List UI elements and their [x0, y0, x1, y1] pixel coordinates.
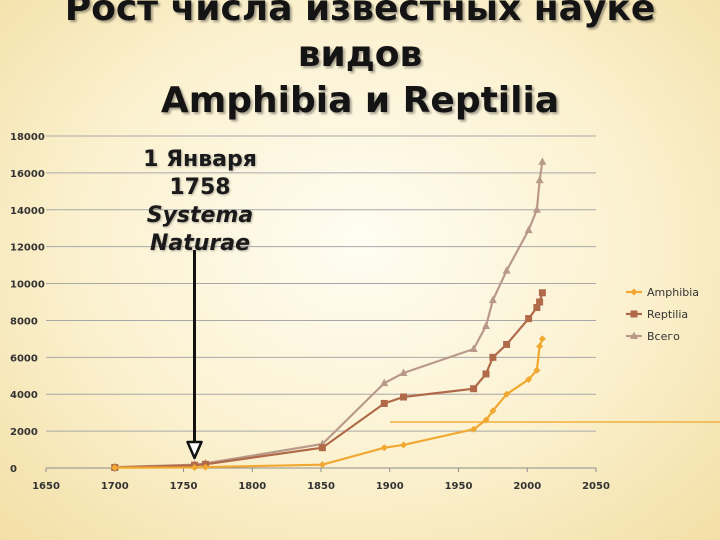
- chart-legend: Amphibia Reptilia Всего: [626, 286, 699, 343]
- title-line-2: видов: [297, 34, 423, 75]
- y-tick-label: 18000: [10, 132, 45, 143]
- data-point: [525, 315, 533, 323]
- data-point: [538, 335, 546, 343]
- series-line: [114, 292, 544, 469]
- x-tick-label: 1900: [376, 481, 404, 492]
- linnaeus-annotation: 1 Января 1758 Systema Naturae: [118, 146, 282, 258]
- data-point: [524, 225, 533, 234]
- data-point: [380, 378, 389, 387]
- data-point: [482, 416, 490, 424]
- data-point: [482, 321, 490, 329]
- x-axis-ticks: 1650 1700 1750 1800 1850 1900 1950 2000 2050: [32, 468, 610, 492]
- x-tick-label: 2050: [582, 481, 610, 492]
- legend-item: Amphibia: [626, 286, 699, 299]
- y-tick-label: 16000: [10, 169, 45, 180]
- data-point: [488, 295, 497, 304]
- legend-label: Amphibia: [647, 286, 699, 299]
- annotation-arrow: [186, 250, 203, 460]
- chart-series: [110, 157, 547, 472]
- data-point: [380, 399, 388, 407]
- data-point: [489, 353, 497, 361]
- y-axis-ticks: 0 2000 4000 6000 8000 10000 12000 14000 16000 180…: [10, 132, 45, 475]
- data-point: [380, 444, 388, 452]
- data-point: [489, 407, 497, 415]
- data-point: [400, 441, 407, 449]
- data-point: [318, 444, 326, 452]
- data-point: [191, 463, 198, 471]
- data-point: [525, 375, 533, 383]
- title-line-1: Рост числа известных науке: [64, 0, 656, 29]
- data-point: [400, 393, 407, 401]
- legend-swatch-marker: [630, 310, 638, 318]
- series-reptilia: [111, 289, 546, 471]
- series-line: [114, 338, 544, 469]
- x-tick-label: 1750: [170, 481, 198, 492]
- annotation-line-3: Systema: [146, 203, 254, 228]
- data-point: [470, 425, 478, 433]
- annotation-line-1: 1 Января: [143, 147, 257, 172]
- data-point: [470, 385, 478, 393]
- title-line-3: Amphibia и Reptilia: [160, 80, 560, 121]
- y-tick-label: 8000: [10, 316, 38, 327]
- y-tick-label: 14000: [10, 206, 45, 217]
- x-tick-label: 1850: [307, 481, 335, 492]
- data-point: [536, 342, 544, 350]
- data-point: [538, 157, 547, 165]
- legend-swatch-marker: [630, 331, 638, 339]
- data-point: [535, 175, 544, 184]
- data-point: [536, 298, 544, 306]
- data-point: [503, 390, 511, 398]
- x-tick-label: 1700: [101, 481, 129, 492]
- data-point: [482, 370, 490, 378]
- data-point: [469, 344, 478, 353]
- data-point: [111, 464, 119, 472]
- y-tick-label: 0: [10, 464, 17, 475]
- y-tick-label: 10000: [10, 280, 45, 291]
- data-point: [538, 289, 546, 297]
- y-tick-label: 6000: [10, 353, 38, 364]
- data-point: [533, 366, 541, 374]
- data-point: [503, 340, 511, 348]
- series-line: [114, 161, 544, 469]
- legend-label: Всего: [647, 330, 680, 343]
- slide-title: Рост числа известных науке видов Amphibi…: [0, 0, 720, 124]
- annotation-line-4: Naturae: [149, 231, 251, 256]
- data-point: [202, 463, 209, 471]
- x-tick-label: 1950: [445, 481, 473, 492]
- x-tick-label: 1800: [238, 481, 266, 492]
- y-tick-label: 2000: [10, 427, 38, 438]
- data-point: [318, 461, 326, 469]
- x-tick-label: 2000: [513, 481, 541, 492]
- y-tick-label: 4000: [10, 390, 38, 401]
- annotation-line-2: 1758: [169, 175, 231, 200]
- series-amphibia: [111, 335, 546, 472]
- legend-item: Reptilia: [626, 308, 688, 321]
- x-tick-label: 1650: [32, 481, 60, 492]
- legend-label: Reptilia: [647, 308, 688, 321]
- data-point: [502, 266, 511, 274]
- legend-swatch-marker: [630, 288, 638, 296]
- arrow-head: [186, 440, 203, 460]
- data-point: [532, 205, 541, 213]
- data-point: [533, 304, 541, 312]
- legend-item: Всего: [626, 330, 680, 343]
- data-point: [399, 368, 408, 377]
- y-tick-label: 12000: [10, 243, 45, 254]
